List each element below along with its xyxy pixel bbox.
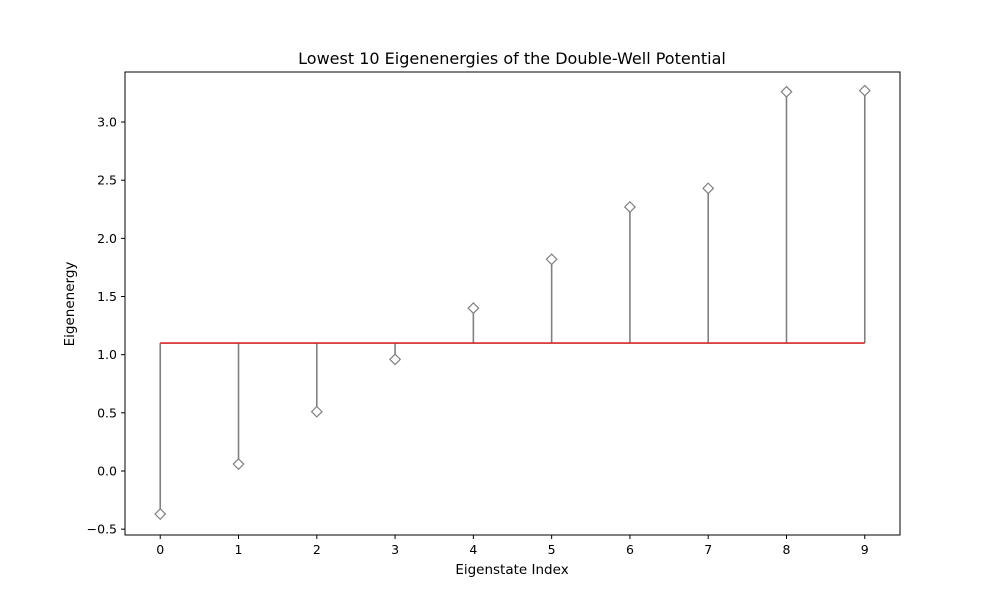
x-tick-label: 6 [626, 542, 634, 557]
markers-group [154, 84, 871, 521]
data-point-marker [310, 405, 323, 418]
x-tick-label: 0 [156, 542, 164, 557]
chart-title: Lowest 10 Eigenenergies of the Double-We… [298, 49, 726, 68]
y-axis-label: Eigenenergy [62, 262, 78, 347]
data-point-marker [232, 457, 245, 471]
data-point-marker [702, 182, 715, 195]
y-tick-label: 2.0 [97, 231, 117, 246]
data-point-marker [154, 508, 167, 521]
data-point-marker [467, 302, 480, 315]
y-tick-label: 0.0 [97, 464, 117, 479]
data-point-marker [545, 253, 558, 266]
x-tick-label: 7 [704, 542, 712, 557]
y-tick-label: 3.0 [97, 115, 117, 130]
x-tick-label: 9 [861, 542, 869, 557]
x-tick-label: 5 [548, 542, 556, 557]
y-tick-label: 1.0 [97, 347, 117, 362]
plot-frame [124, 71, 901, 536]
x-tick-label: 8 [783, 542, 791, 557]
y-tick-label: 2.5 [97, 173, 117, 188]
x-tick-label: 1 [235, 542, 243, 557]
x-axis-label: Eigenstate Index [455, 562, 568, 578]
x-tick-label: 4 [469, 542, 477, 557]
x-tick-label: 2 [313, 542, 321, 557]
data-point-marker [780, 85, 793, 98]
stems-group [159, 90, 866, 515]
y-tick-label: −0.5 [87, 522, 117, 537]
data-point-marker [858, 84, 871, 97]
x-axis: 0 1 2 3 4 5 6 7 8 9 [156, 535, 869, 557]
x-tick-label: 3 [391, 542, 399, 557]
y-tick-label: 1.5 [97, 289, 117, 304]
data-point-marker [389, 353, 402, 366]
plot-area [124, 71, 901, 536]
data-point-marker [623, 200, 636, 213]
y-axis: −0.5 0.0 0.5 1.0 1.5 2.0 2.5 3.0 [87, 115, 125, 537]
y-tick-label: 0.5 [97, 405, 117, 420]
